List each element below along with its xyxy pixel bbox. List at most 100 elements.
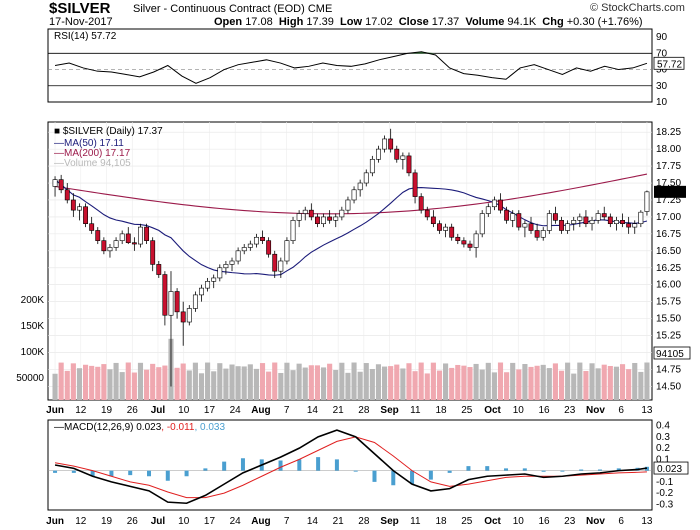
macd-x-label: 16 (538, 516, 550, 527)
candle-body (241, 247, 247, 252)
volume-bar (375, 364, 382, 400)
price-frame (47, 121, 653, 401)
volume-bar (156, 367, 162, 400)
macd-tick-label: -0.2 (656, 488, 674, 499)
macd-histogram-bar (485, 466, 490, 471)
quote-date: 17-Nov-2017 (49, 16, 113, 28)
macd-histogram-bar (466, 466, 471, 471)
volume-bar (522, 364, 528, 400)
macd-x-label: 10 (178, 516, 190, 527)
volume-tick-label: 200K (21, 295, 45, 306)
price-tick-label: 16.75 (656, 229, 681, 240)
volume-bar (266, 371, 272, 400)
volume-tick-label: 50000 (16, 373, 44, 384)
candle-body (107, 247, 113, 252)
price-x-label: 28 (358, 405, 370, 416)
candle-body (534, 230, 540, 238)
macd-x-label: 26 (127, 516, 139, 527)
candle-body (308, 209, 314, 218)
candle-body (272, 253, 278, 272)
macd-histogram-bar (240, 458, 245, 471)
candle-body (473, 233, 479, 248)
candle-body (278, 260, 284, 272)
macd-histogram-bar (278, 460, 283, 471)
volume-bar (516, 369, 522, 400)
candle-body (211, 277, 217, 282)
macd-legend-item: —MACD(12,26,9) 0.023 (54, 422, 162, 433)
candle-body (638, 211, 644, 225)
last-price-label: 17.37 (657, 188, 682, 199)
candle-body (302, 209, 308, 214)
volume-bar (601, 364, 607, 400)
candle-body (89, 223, 95, 231)
rsi-line (54, 51, 648, 84)
candle-body (156, 264, 162, 275)
candle-body (583, 216, 589, 225)
candle-body (199, 287, 204, 296)
price-x-label: 24 (230, 405, 242, 416)
volume-bar (180, 363, 186, 400)
open-label: Open (214, 16, 243, 28)
rsi-last-box (653, 56, 685, 70)
candle-body (595, 213, 601, 221)
rsi-tick-label: 10 (656, 97, 668, 108)
price-x-label: 25 (461, 405, 473, 416)
volume-bar (558, 370, 565, 400)
exchange-text: CME (307, 3, 333, 15)
candle-body (315, 216, 320, 225)
candle-body (144, 226, 150, 241)
volume-bar (339, 362, 345, 400)
price-x-label: 13 (641, 405, 653, 416)
candle-body (253, 236, 259, 245)
candle-body (510, 213, 516, 221)
candle-body (217, 267, 223, 279)
macd-tick-label: -0.3 (656, 499, 674, 510)
macd-x-label: 10 (513, 516, 525, 527)
volume-bar (186, 370, 192, 400)
volume-bar (101, 364, 107, 400)
close-label: Close (398, 16, 429, 28)
description-text: Silver - Continuous Contract (EOD) (133, 3, 305, 15)
volume-bar (455, 364, 461, 400)
price-x-label: 23 (564, 405, 576, 416)
volume-bar (528, 366, 534, 400)
candle-body (229, 260, 235, 265)
candle-body (528, 223, 534, 231)
macd-x-label: 19 (101, 516, 113, 527)
volume-label: Volume (465, 16, 505, 28)
candle-body (607, 216, 613, 225)
candle-body (516, 213, 522, 228)
price-tick-label: 17.75 (656, 161, 681, 172)
candle-body (333, 216, 339, 221)
volume-bar (320, 367, 327, 400)
price-x-label: Sep (380, 405, 398, 416)
volume-bar (369, 369, 375, 400)
candle-body (614, 220, 619, 225)
candle-body (632, 223, 638, 228)
volume-bar (259, 363, 266, 400)
price-tick-label: 14.50 (656, 381, 681, 392)
macd-x-label: Sep (380, 516, 398, 527)
macd-histogram-bar (297, 459, 302, 471)
candle-body (186, 308, 192, 323)
candle-body (95, 230, 101, 241)
macd-x-label: Jul (151, 516, 166, 527)
price-tick-label: 15.50 (656, 314, 681, 325)
price-x-label: Nov (586, 405, 605, 416)
volume-bar (308, 365, 314, 400)
candle-body (388, 138, 394, 150)
candle-body (394, 148, 400, 160)
candle-body (412, 172, 418, 197)
volume-bar (449, 367, 455, 400)
macd-legend-item: , 0.033 (194, 422, 225, 433)
volume-bar (406, 363, 412, 400)
macd-histogram-bar (90, 470, 95, 477)
volume-bar (211, 371, 217, 400)
macd-histogram-bar (522, 468, 527, 471)
volume-bar (296, 363, 302, 400)
candle-body (504, 209, 510, 221)
volume-bar (327, 363, 333, 400)
volume-bar (381, 366, 388, 400)
macd-x-label: 21 (333, 516, 345, 527)
candle-body (113, 240, 119, 248)
